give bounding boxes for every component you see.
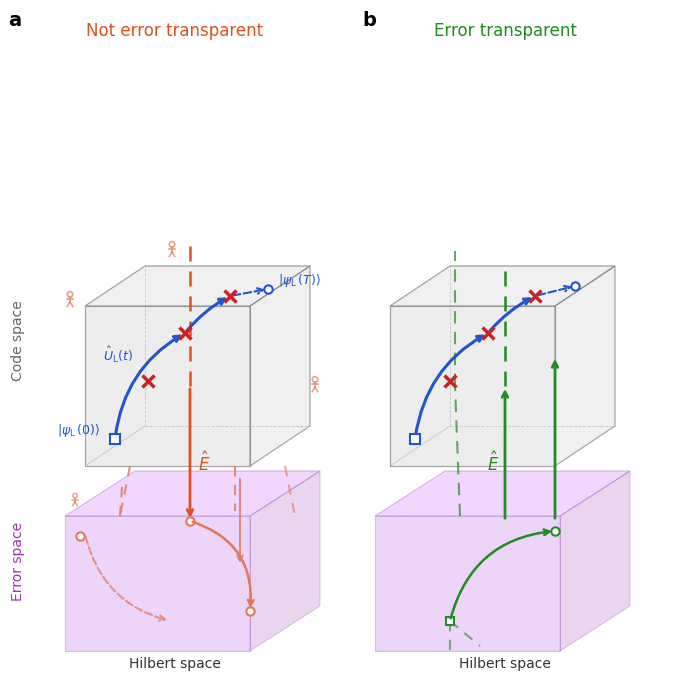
Polygon shape <box>375 471 630 516</box>
Text: a: a <box>8 11 21 30</box>
Text: Hilbert space: Hilbert space <box>459 657 551 671</box>
Text: $\hat{U}_\mathrm{L}(t)$: $\hat{U}_\mathrm{L}(t)$ <box>103 345 133 365</box>
Text: $|\psi_\mathrm{L}\,(0)\rangle$: $|\psi_\mathrm{L}\,(0)\rangle$ <box>57 422 100 439</box>
Text: Error space: Error space <box>11 522 25 601</box>
Polygon shape <box>555 266 615 466</box>
Polygon shape <box>390 306 555 466</box>
Text: $\hat{E}$: $\hat{E}$ <box>487 452 499 475</box>
Polygon shape <box>65 516 250 651</box>
Text: Code space: Code space <box>11 300 25 381</box>
Polygon shape <box>65 471 320 516</box>
Polygon shape <box>560 471 630 651</box>
Polygon shape <box>375 516 560 651</box>
Polygon shape <box>250 266 310 466</box>
Text: $\hat{E}$: $\hat{E}$ <box>198 452 210 475</box>
Text: Not error transparent: Not error transparent <box>86 22 264 40</box>
Text: Error transparent: Error transparent <box>434 22 577 40</box>
Text: b: b <box>362 11 376 30</box>
Polygon shape <box>390 266 615 306</box>
Text: Hilbert space: Hilbert space <box>129 657 221 671</box>
Polygon shape <box>85 266 310 306</box>
Polygon shape <box>250 471 320 651</box>
Text: $|\psi_\mathrm{L}\,(T)\rangle$: $|\psi_\mathrm{L}\,(T)\rangle$ <box>278 272 321 289</box>
Polygon shape <box>85 306 250 466</box>
